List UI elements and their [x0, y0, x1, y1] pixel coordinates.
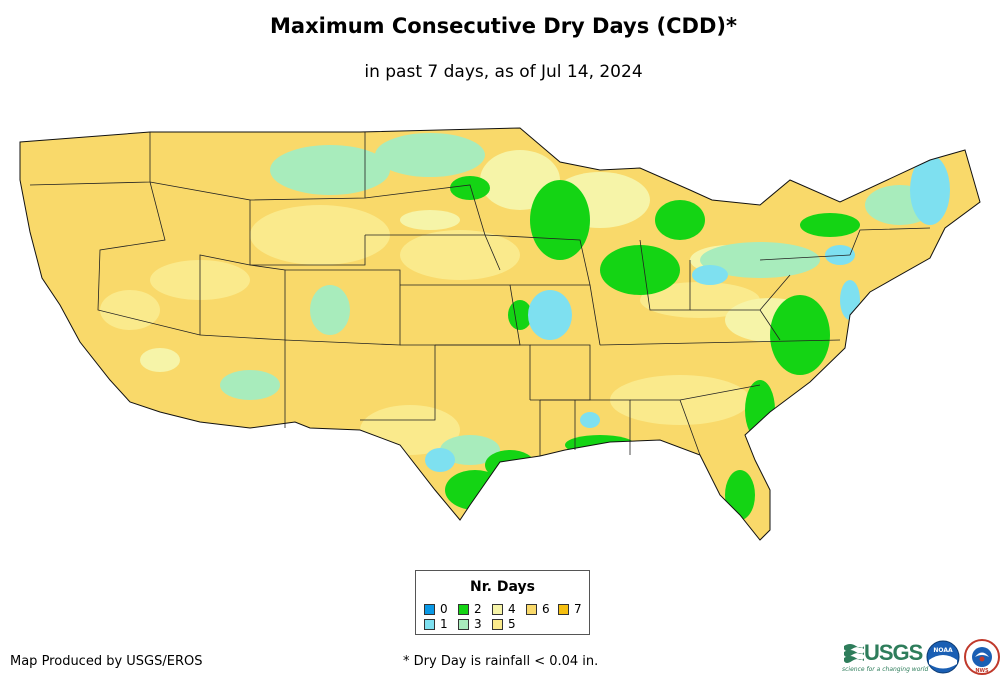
legend-label: 3: [474, 617, 482, 631]
legend-label: 2: [474, 602, 482, 616]
legend-label: 4: [508, 602, 516, 616]
dry-day-footnote: * Dry Day is rainfall < 0.04 in.: [403, 654, 599, 669]
legend-label: 7: [574, 602, 582, 616]
map-subtitle: in past 7 days, as of Jul 14, 2024: [364, 62, 643, 82]
legend: Nr. Days 0 1 2 3 4 5 6 7: [415, 570, 590, 635]
legend-label: 1: [440, 617, 448, 631]
usgs-tagline: science for a changing world: [842, 666, 929, 673]
legend-title: Nr. Days: [470, 579, 535, 595]
legend-item-3: 3: [458, 617, 482, 631]
legend-label: 6: [542, 602, 550, 616]
legend-label: 0: [440, 602, 448, 616]
us-outline: [19, 127, 981, 541]
zone-2-days: [445, 176, 860, 520]
usgs-logo-text: USGS: [864, 640, 923, 665]
zone-5-days: [100, 205, 760, 455]
nws-logo-text: NWS: [975, 668, 989, 674]
legend-item-1: 1: [424, 617, 448, 631]
map-title: Maximum Consecutive Dry Days (CDD)*: [270, 14, 737, 38]
legend-label: 5: [508, 617, 516, 631]
legend-swatch: [558, 603, 569, 615]
map-credit: Map Produced by USGS/EROS: [10, 654, 203, 669]
legend-item-0: 0: [424, 602, 448, 616]
legend-swatch: [458, 618, 469, 630]
nws-logo: NWS: [964, 639, 1000, 675]
legend-item-5: 5: [492, 617, 516, 631]
noaa-logo: NOAA: [926, 640, 960, 674]
legend-swatch: [492, 603, 503, 615]
legend-item-2: 2: [458, 602, 482, 616]
legend-item-4: 4: [492, 602, 516, 616]
legend-swatch: [526, 603, 537, 615]
state-boundaries: [29, 132, 931, 456]
legend-swatch: [492, 618, 503, 630]
legend-swatch: [424, 618, 435, 630]
agency-logos: USGS science for a changing world NOAA N…: [842, 638, 1002, 680]
legend-swatch: [458, 603, 469, 615]
usgs-logo: [844, 644, 864, 663]
noaa-logo-text: NOAA: [933, 647, 953, 654]
us-dry-days-map: [19, 127, 981, 541]
legend-item-7: 7: [558, 602, 582, 616]
legend-swatch: [424, 603, 435, 615]
legend-item-6: 6: [526, 602, 550, 616]
